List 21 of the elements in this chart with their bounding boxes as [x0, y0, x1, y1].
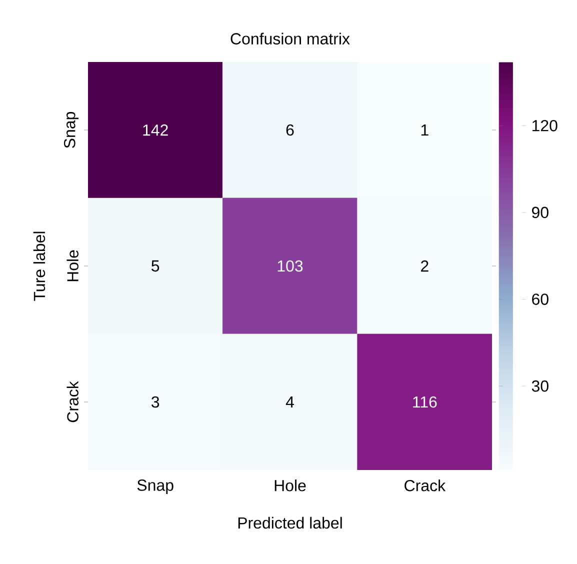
color-bar-label: 120	[532, 120, 558, 132]
color-bar-label: 90	[532, 206, 548, 218]
x-tick-label: Crack	[404, 480, 446, 492]
data-label: 4	[286, 396, 294, 408]
data-label: 1	[421, 124, 428, 136]
data-label: 3	[151, 396, 160, 408]
y-tick-label: Hole	[66, 250, 78, 282]
x-axis-title: Predicted label	[238, 516, 342, 529]
y-axis-title: Ture label	[33, 232, 46, 301]
chart-title: Confusion matrix	[230, 32, 350, 44]
x-tick-label: Snap	[137, 480, 174, 494]
data-label: 5	[152, 260, 160, 272]
color-bar-label: 30	[532, 380, 548, 392]
y-tick-label: Snap	[64, 112, 78, 148]
y-tick-label: Crack	[66, 381, 78, 422]
x-tick-label: Hole	[274, 480, 306, 492]
data-label: 116	[413, 396, 437, 408]
data-label: 6	[286, 124, 294, 136]
data-label: 2	[421, 260, 428, 272]
color-bar-label: 60	[532, 294, 548, 305]
data-label: 103	[278, 260, 303, 272]
